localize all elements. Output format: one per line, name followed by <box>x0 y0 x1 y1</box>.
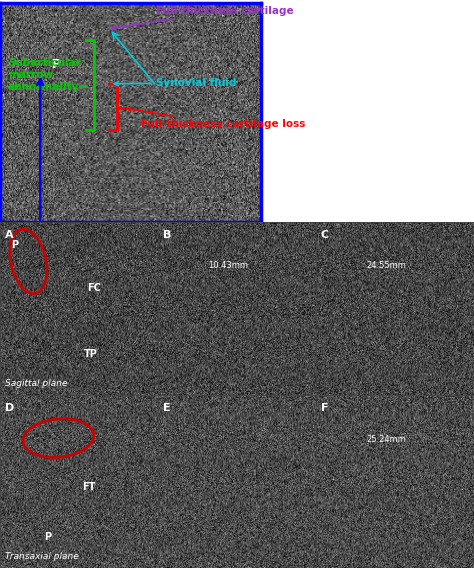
Text: A: A <box>5 230 13 240</box>
Text: Subarticular
marrow
abnormality: Subarticular marrow abnormality <box>8 59 81 91</box>
Text: Full-thickness cartilage: Full-thickness cartilage <box>111 6 294 30</box>
Text: 24.55mm: 24.55mm <box>366 261 406 270</box>
Text: P: P <box>52 59 61 72</box>
Text: B: B <box>163 230 171 240</box>
Text: FC: FC <box>87 283 101 293</box>
Text: C: C <box>321 230 329 240</box>
Text: Synovial fluid: Synovial fluid <box>114 78 237 88</box>
Text: FT: FT <box>82 482 96 492</box>
Text: P: P <box>44 532 51 542</box>
Text: TP: TP <box>84 349 98 358</box>
Text: E: E <box>163 403 170 414</box>
Text: D: D <box>5 403 14 414</box>
Text: P: P <box>11 240 18 249</box>
Text: Full-thickness cartilage loss: Full-thickness cartilage loss <box>127 107 305 130</box>
Text: Transaxial plane: Transaxial plane <box>5 552 79 561</box>
Text: Sagittal plane: Sagittal plane <box>5 379 67 388</box>
Text: F: F <box>321 403 328 414</box>
Text: 10.43mm: 10.43mm <box>209 261 248 270</box>
Text: 25.24mm: 25.24mm <box>366 435 406 444</box>
